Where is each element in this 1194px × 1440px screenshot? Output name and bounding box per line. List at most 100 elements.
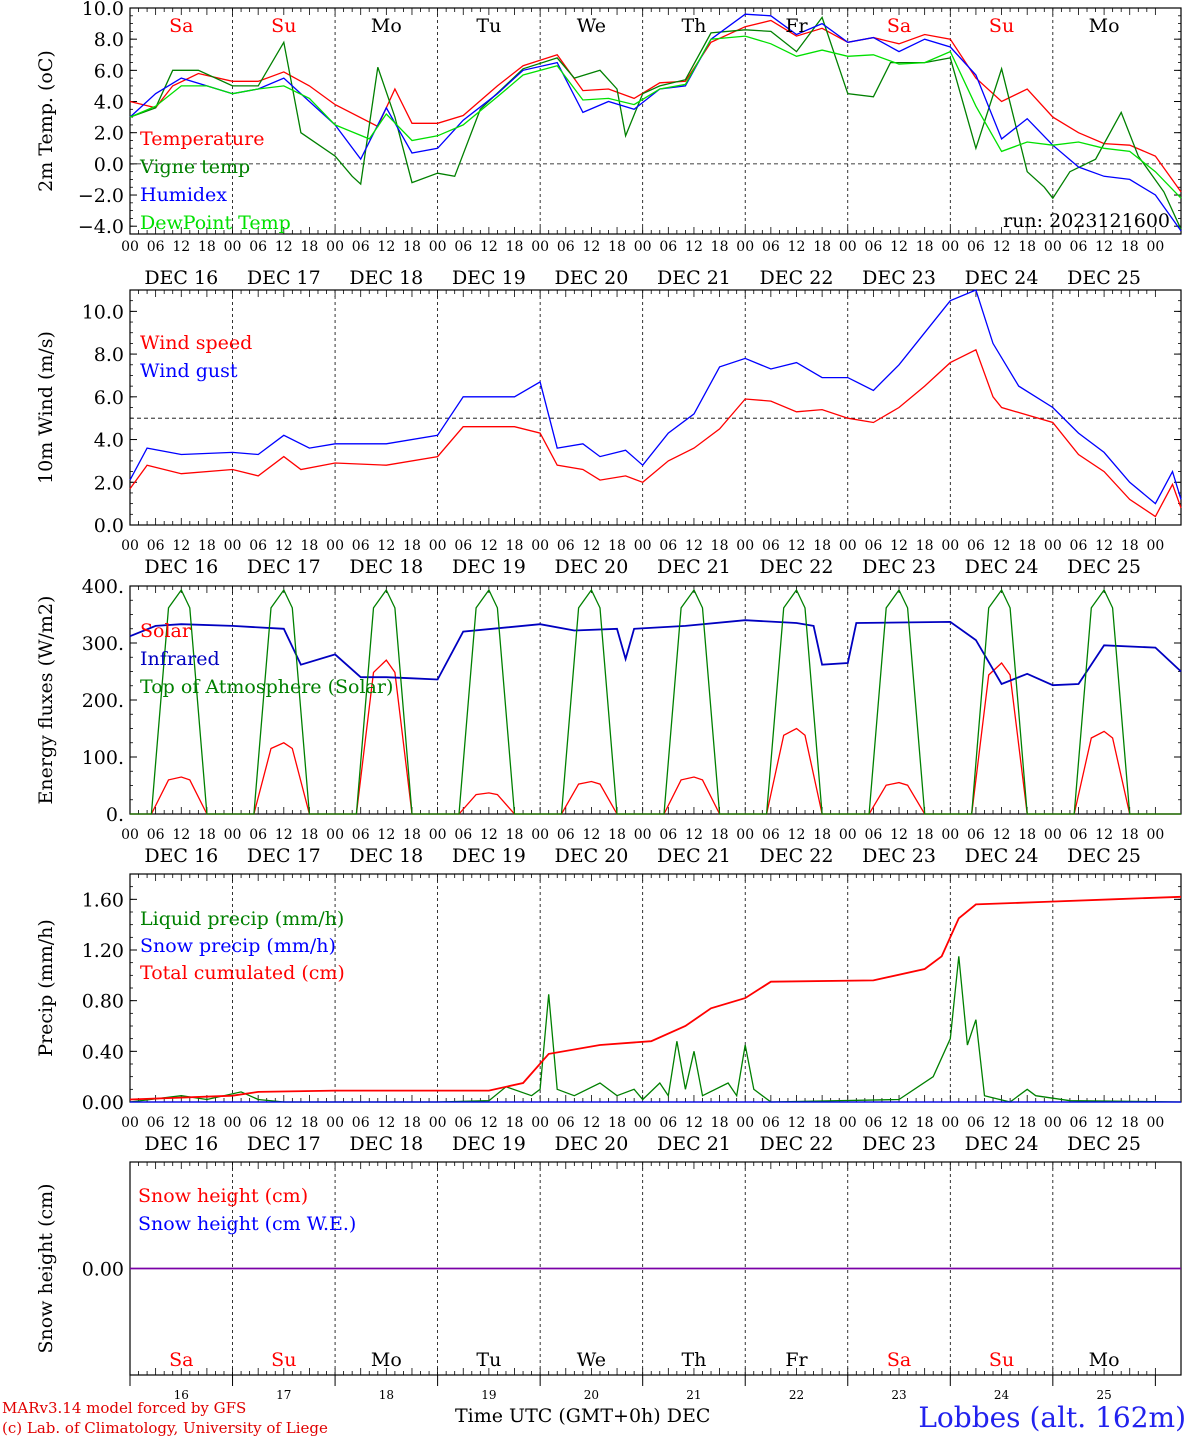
- hour-tick-label: 12: [480, 239, 498, 255]
- y-tick-label: 0.40: [82, 1041, 124, 1063]
- date-label: DEC 25: [1067, 267, 1141, 289]
- hour-tick-label: 18: [813, 1115, 831, 1131]
- day-of-week-label-bottom: We: [577, 1349, 606, 1371]
- series-line-wind-gust: [129, 289, 1182, 505]
- hour-tick-label: 06: [454, 1115, 472, 1131]
- day-of-week-label: Sa: [887, 15, 911, 37]
- day-of-week-label-bottom: Tu: [476, 1349, 501, 1371]
- model-credit-line1: MARv3.14 model forced by GFS: [2, 1399, 247, 1417]
- legend-entry: Top of Atmosphere (Solar): [140, 676, 393, 698]
- y-tick-label: 4.0: [94, 92, 124, 114]
- y-tick-label: 10.0: [82, 301, 124, 323]
- hour-tick-label: 00: [429, 1115, 447, 1131]
- y-axis-label: Precip (mm/h): [35, 919, 57, 1057]
- y-tick-label: 1.60: [82, 889, 124, 911]
- hour-tick-label: 18: [301, 538, 319, 554]
- day-of-week-label-bottom: Sa: [887, 1349, 911, 1371]
- series-line-vigne-temp: [129, 16, 1182, 230]
- day-of-week-label-bottom: Mo: [371, 1349, 402, 1371]
- hour-tick-label: 18: [813, 239, 831, 255]
- date-label: DEC 17: [247, 1133, 321, 1155]
- hour-tick-label: 12: [993, 538, 1011, 554]
- hour-tick-label: 18: [403, 827, 421, 843]
- day-of-week-label-bottom: Fr: [785, 1349, 808, 1371]
- hour-tick-label: 00: [941, 1115, 959, 1131]
- date-label: DEC 20: [554, 556, 628, 578]
- hour-tick-label: 06: [249, 538, 267, 554]
- day-of-week-label-bottom: Mo: [1089, 1349, 1120, 1371]
- hour-tick-label: 00: [224, 239, 242, 255]
- hour-tick-label: 00: [736, 1115, 754, 1131]
- y-tick-label: −2.0: [78, 185, 124, 207]
- series-line-total-cumulated-cm-: [129, 895, 1182, 1101]
- hour-tick-label: 00: [1044, 1115, 1062, 1131]
- day-of-week-label-bottom: Su: [271, 1349, 296, 1371]
- y-tick-label: 8.0: [94, 29, 124, 51]
- hour-tick-label: 06: [147, 1115, 165, 1131]
- legend-entry: Temperature: [140, 128, 264, 150]
- hour-tick-label: 00: [634, 538, 652, 554]
- series-line-wind-speed: [129, 348, 1182, 518]
- hour-tick-label: 18: [916, 1115, 934, 1131]
- hour-tick-label: 18: [608, 239, 626, 255]
- date-label: DEC 16: [144, 556, 218, 578]
- hour-tick-label: 06: [352, 827, 370, 843]
- hour-tick-label: 06: [967, 1115, 985, 1131]
- hour-tick-label: 06: [352, 239, 370, 255]
- legend-entry: Wind speed: [140, 332, 252, 354]
- day-number-label: 22: [789, 1388, 804, 1402]
- chart-panel-1: 10.0 8.0 6.0 4.0 2.0 0.0 −2.0 −4.0 2m Temp. (oC)…: [35, 0, 1182, 289]
- date-label: DEC 20: [554, 267, 628, 289]
- y-tick-label: 1.20: [82, 940, 124, 962]
- hour-tick-label: 12: [275, 538, 293, 554]
- hour-tick-label: 12: [993, 239, 1011, 255]
- date-label: DEC 21: [657, 1133, 731, 1155]
- day-number-label: 19: [481, 1388, 496, 1402]
- hour-tick-label: 12: [788, 538, 806, 554]
- chart-panel-5: 0.00 Snow height (cm) Snow height (cm) Snow…: [35, 1161, 1182, 1376]
- hour-tick-label: 12: [685, 538, 703, 554]
- hour-tick-label: 18: [1018, 538, 1036, 554]
- plot-frame: [129, 7, 1182, 235]
- date-label: DEC 16: [144, 1133, 218, 1155]
- hour-tick-label: 18: [403, 538, 421, 554]
- hour-tick-label: 06: [1070, 538, 1088, 554]
- series-line-humidex: [129, 13, 1182, 232]
- y-tick-label: 0.: [106, 804, 124, 826]
- hour-tick-label: 12: [788, 1115, 806, 1131]
- hour-tick-label: 00: [839, 538, 857, 554]
- y-tick-label: 0.0: [94, 154, 124, 176]
- chart-panel-4: 1.60 1.20 0.80 0.40 0.00 Precip (mm/h) 00 06 12 1…: [35, 873, 1182, 1155]
- hour-tick-label: 18: [711, 538, 729, 554]
- date-label: DEC 24: [965, 845, 1039, 867]
- date-label: DEC 18: [349, 845, 423, 867]
- y-axis-label: 2m Temp. (oC): [35, 50, 57, 192]
- hour-tick-label: 00: [736, 538, 754, 554]
- hour-tick-label: 12: [377, 827, 395, 843]
- hour-tick-label: 06: [659, 538, 677, 554]
- hour-tick-label: 00: [941, 538, 959, 554]
- date-label: DEC 22: [760, 267, 834, 289]
- hour-tick-label: 18: [916, 239, 934, 255]
- date-label: DEC 23: [862, 845, 936, 867]
- hour-tick-label: 18: [1018, 1115, 1036, 1131]
- hour-tick-label: 00: [634, 239, 652, 255]
- hour-tick-label: 00: [121, 827, 139, 843]
- legend-entry: Snow height (cm W.E.): [138, 1213, 356, 1235]
- day-of-week-label: Mo: [1089, 15, 1120, 37]
- y-axis-label: Energy fluxes (W/m2): [35, 596, 57, 805]
- date-label: DEC 20: [554, 1133, 628, 1155]
- hour-tick-label: 06: [557, 239, 575, 255]
- day-number-label: 20: [584, 1388, 599, 1402]
- hour-tick-label: 06: [762, 239, 780, 255]
- date-label: DEC 23: [862, 267, 936, 289]
- hour-tick-label: 00: [839, 827, 857, 843]
- date-label: DEC 19: [452, 845, 526, 867]
- hour-tick-label: 06: [249, 239, 267, 255]
- run-label: run: 2023121600: [1003, 210, 1170, 232]
- hour-tick-label: 12: [1095, 827, 1113, 843]
- day-of-week-label-bottom: Su: [989, 1349, 1014, 1371]
- hour-tick-label: 18: [1018, 239, 1036, 255]
- hour-tick-label: 18: [198, 1115, 216, 1131]
